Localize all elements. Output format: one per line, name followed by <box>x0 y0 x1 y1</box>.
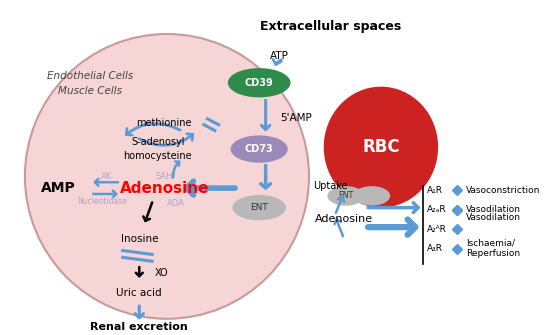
Ellipse shape <box>230 135 288 163</box>
Text: Extracellular spaces: Extracellular spaces <box>260 20 401 34</box>
Text: AMP: AMP <box>41 181 75 195</box>
Text: Nucleotidase: Nucleotidase <box>78 197 127 206</box>
Text: A₁R: A₁R <box>427 186 443 195</box>
Ellipse shape <box>233 195 286 220</box>
Text: A₂ᴬR: A₂ᴬR <box>427 224 447 233</box>
Text: Renal excretion: Renal excretion <box>90 322 188 332</box>
Text: Inosine: Inosine <box>120 234 158 244</box>
Text: RBC: RBC <box>362 138 400 156</box>
Text: Adenosine: Adenosine <box>315 214 373 224</box>
Text: Vasoconstriction: Vasoconstriction <box>466 186 540 195</box>
Text: Vasodilation: Vasodilation <box>466 213 521 222</box>
Text: CD39: CD39 <box>245 78 273 88</box>
Text: Ischaemia/
Reperfusion: Ischaemia/ Reperfusion <box>466 239 520 258</box>
Text: ENT: ENT <box>250 203 268 212</box>
Text: A₂ₐR: A₂ₐR <box>427 205 447 214</box>
Ellipse shape <box>353 186 390 206</box>
Text: CD73: CD73 <box>245 144 273 154</box>
Text: 5'AMP: 5'AMP <box>280 113 312 123</box>
Text: ADA: ADA <box>167 199 185 208</box>
Ellipse shape <box>228 68 290 97</box>
Text: SAH: SAH <box>156 172 173 181</box>
Text: Muscle Cells: Muscle Cells <box>58 85 123 95</box>
Text: Vasodilation: Vasodilation <box>466 205 521 214</box>
Text: ENT: ENT <box>338 191 354 200</box>
Text: Uptake: Uptake <box>313 181 348 191</box>
Text: AK: AK <box>101 172 112 181</box>
Text: A₃R: A₃R <box>427 244 443 253</box>
Text: Adenosine: Adenosine <box>119 181 209 196</box>
Text: methionine: methionine <box>136 118 192 128</box>
Text: Endothelial Cells: Endothelial Cells <box>47 71 134 81</box>
Text: S-adenosyl: S-adenosyl <box>131 137 184 147</box>
Ellipse shape <box>327 186 364 206</box>
Text: homocysteine: homocysteine <box>123 151 192 161</box>
Circle shape <box>324 87 438 208</box>
Text: XO: XO <box>155 268 168 278</box>
Text: Uric acid: Uric acid <box>117 288 162 298</box>
Ellipse shape <box>25 34 309 319</box>
Text: ATP: ATP <box>270 52 289 61</box>
